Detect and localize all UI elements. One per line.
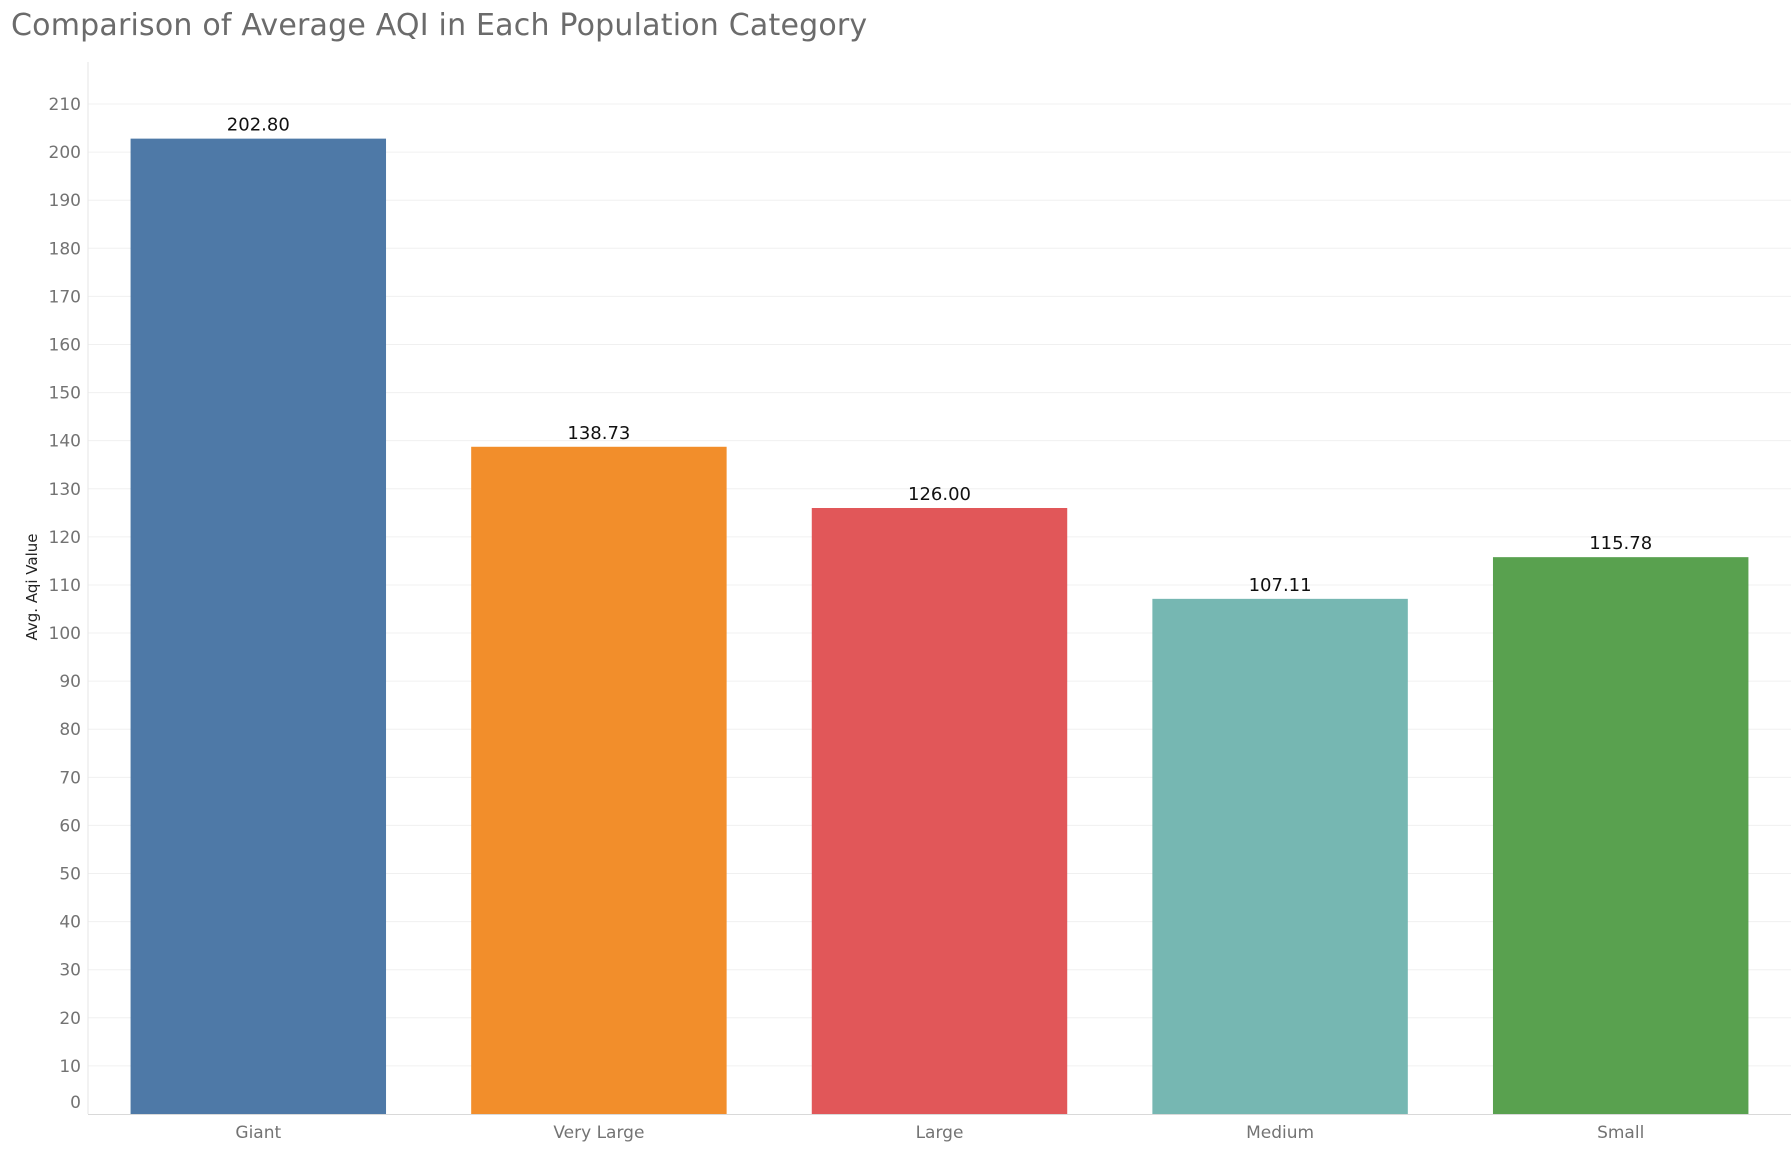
y-tick-label: 60 <box>59 816 81 836</box>
bar-giant[interactable] <box>130 138 387 1115</box>
bar-very-large[interactable] <box>471 446 727 1114</box>
y-tick-label: 180 <box>49 239 81 259</box>
y-tick-label: 130 <box>49 480 81 500</box>
y-tick-label: 160 <box>49 335 81 355</box>
data-label: 126.00 <box>908 484 971 505</box>
x-category-label: Small <box>1597 1123 1644 1143</box>
data-label: 138.73 <box>567 423 630 444</box>
y-tick-label: 20 <box>59 1009 81 1029</box>
chart-title: Comparison of Average AQI in Each Popula… <box>11 8 868 43</box>
y-tick-label: 170 <box>49 287 81 307</box>
y-tick-label: 150 <box>49 384 81 404</box>
y-tick-label: 90 <box>59 672 81 692</box>
bar-large[interactable] <box>811 508 1068 1114</box>
y-tick-label: 210 <box>49 95 81 115</box>
y-axis-title: Avg. Aqi Value <box>23 534 41 641</box>
y-tick-label: 30 <box>59 961 81 981</box>
x-category-label: Medium <box>1246 1123 1314 1143</box>
x-axis: Giant Very Large Large Medium Small <box>88 1114 1791 1143</box>
y-tick-label: 110 <box>49 576 81 596</box>
bars <box>130 138 1749 1115</box>
y-tick-label: 140 <box>49 432 81 452</box>
y-tick-label: 100 <box>49 624 81 644</box>
y-tick-label: 190 <box>49 191 81 211</box>
y-tick-label: 80 <box>59 720 81 740</box>
x-category-label: Large <box>916 1123 964 1143</box>
data-label: 115.78 <box>1589 533 1652 554</box>
data-label: 107.11 <box>1249 575 1312 596</box>
y-tick-label: 0 <box>70 1093 81 1113</box>
data-label: 202.80 <box>227 115 290 136</box>
y-tick-label: 50 <box>59 865 81 885</box>
y-tick-label: 10 <box>59 1057 81 1077</box>
x-category-label: Very Large <box>553 1123 644 1143</box>
bar-medium[interactable] <box>1152 598 1408 1114</box>
y-tick-label: 120 <box>49 528 81 548</box>
bar-small[interactable] <box>1492 557 1749 1114</box>
y-axis: 0 10 20 30 40 50 60 70 80 90 100 110 120 130 140 150 160… <box>49 62 89 1114</box>
data-labels: 202.80 138.73 126.00 107.11 115.78 <box>227 115 1652 596</box>
y-tick-label: 40 <box>59 913 81 933</box>
x-category-label: Giant <box>235 1123 281 1143</box>
y-tick-label: 70 <box>59 768 81 788</box>
y-tick-label: 200 <box>49 143 81 163</box>
